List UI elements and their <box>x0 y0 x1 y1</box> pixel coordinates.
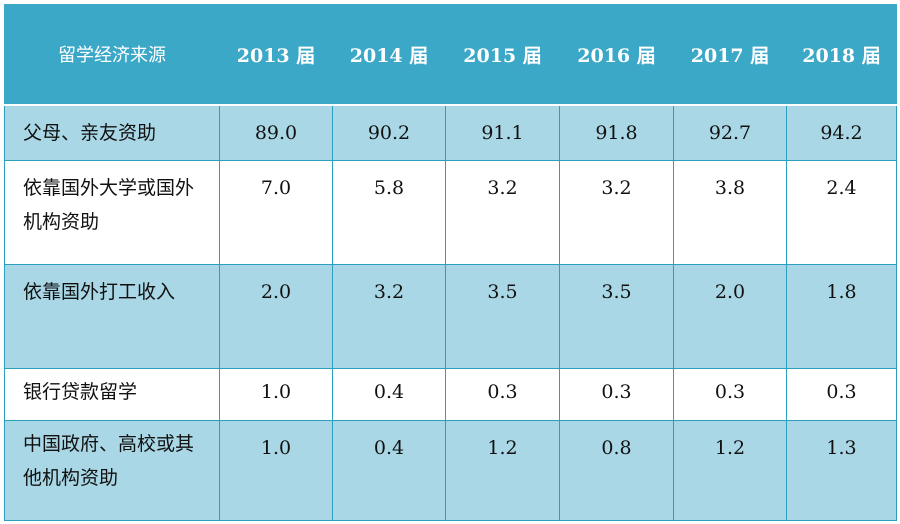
table-cell: 94.2 <box>786 104 897 161</box>
table-row: 中国政府、高校或其他机构资助 1.0 0.4 1.2 0.8 1.2 1.3 <box>4 420 897 521</box>
column-header-year: 2017 届 <box>673 4 787 106</box>
column-header-year: 2013 届 <box>219 4 333 106</box>
table-cell: 1.3 <box>786 420 897 521</box>
table-cell: 1.2 <box>445 420 560 521</box>
table-cell: 0.3 <box>445 368 560 421</box>
column-header-year: 2016 届 <box>559 4 674 106</box>
table-cell: 0.3 <box>786 368 897 421</box>
table-cell: 91.8 <box>559 104 674 161</box>
table-cell: 0.8 <box>559 420 674 521</box>
table-cell: 0.3 <box>673 368 787 421</box>
row-label: 中国政府、高校或其他机构资助 <box>4 420 220 521</box>
table-cell: 2.4 <box>786 160 897 265</box>
table-cell: 91.1 <box>445 104 560 161</box>
table-cell: 0.4 <box>332 368 446 421</box>
table-row: 依靠国外大学或国外机构资助 7.0 5.8 3.2 3.2 3.8 2.4 <box>4 160 897 265</box>
column-header-year: 2015 届 <box>445 4 560 106</box>
table-cell: 0.3 <box>559 368 674 421</box>
table-cell: 1.0 <box>219 420 333 521</box>
table-cell: 3.8 <box>673 160 787 265</box>
table-cell: 92.7 <box>673 104 787 161</box>
table-cell: 3.2 <box>559 160 674 265</box>
table-cell: 1.8 <box>786 264 897 369</box>
table-cell: 7.0 <box>219 160 333 265</box>
row-label: 父母、亲友资助 <box>4 104 220 161</box>
funding-source-table: 留学经济来源 2013 届 2014 届 2015 届 2016 届 2017 … <box>4 4 897 521</box>
column-header-source: 留学经济来源 <box>4 4 220 106</box>
table-cell: 3.5 <box>445 264 560 369</box>
table-cell: 3.5 <box>559 264 674 369</box>
table-row: 依靠国外打工收入 2.0 3.2 3.5 3.5 2.0 1.8 <box>4 264 897 369</box>
table-cell: 5.8 <box>332 160 446 265</box>
table-cell: 1.2 <box>673 420 787 521</box>
table-cell: 3.2 <box>445 160 560 265</box>
table-cell: 3.2 <box>332 264 446 369</box>
table-cell: 0.4 <box>332 420 446 521</box>
table-cell: 2.0 <box>219 264 333 369</box>
table-row: 银行贷款留学 1.0 0.4 0.3 0.3 0.3 0.3 <box>4 368 897 421</box>
row-label: 依靠国外打工收入 <box>4 264 220 369</box>
table-row: 父母、亲友资助 89.0 90.2 91.1 91.8 92.7 94.2 <box>4 104 897 161</box>
row-label: 依靠国外大学或国外机构资助 <box>4 160 220 265</box>
table-cell: 90.2 <box>332 104 446 161</box>
table-cell: 2.0 <box>673 264 787 369</box>
header-row: 留学经济来源 2013 届 2014 届 2015 届 2016 届 2017 … <box>4 4 897 106</box>
column-header-year: 2014 届 <box>332 4 446 106</box>
table-cell: 1.0 <box>219 368 333 421</box>
row-label: 银行贷款留学 <box>4 368 220 421</box>
table-cell: 89.0 <box>219 104 333 161</box>
column-header-year: 2018 届 <box>786 4 897 106</box>
